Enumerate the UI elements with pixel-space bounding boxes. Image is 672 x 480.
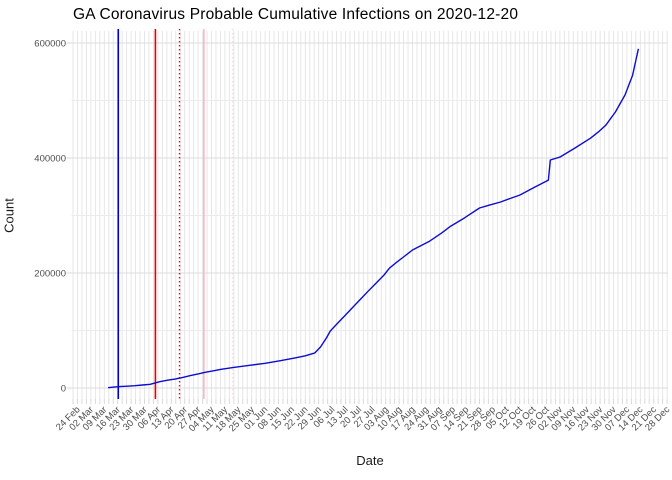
y-tick-label: 400000: [34, 154, 66, 165]
y-tick-label: 200000: [34, 269, 66, 280]
probable-cumulative-infections-line: [108, 48, 640, 389]
y-axis-title: Count: [1, 198, 17, 233]
chart-title: GA Coronavirus Probable Cumulative Infec…: [73, 6, 519, 23]
y-tick-label: 0: [61, 384, 66, 395]
x-axis-title: Date: [356, 453, 384, 468]
y-tick-label: 600000: [34, 39, 66, 50]
